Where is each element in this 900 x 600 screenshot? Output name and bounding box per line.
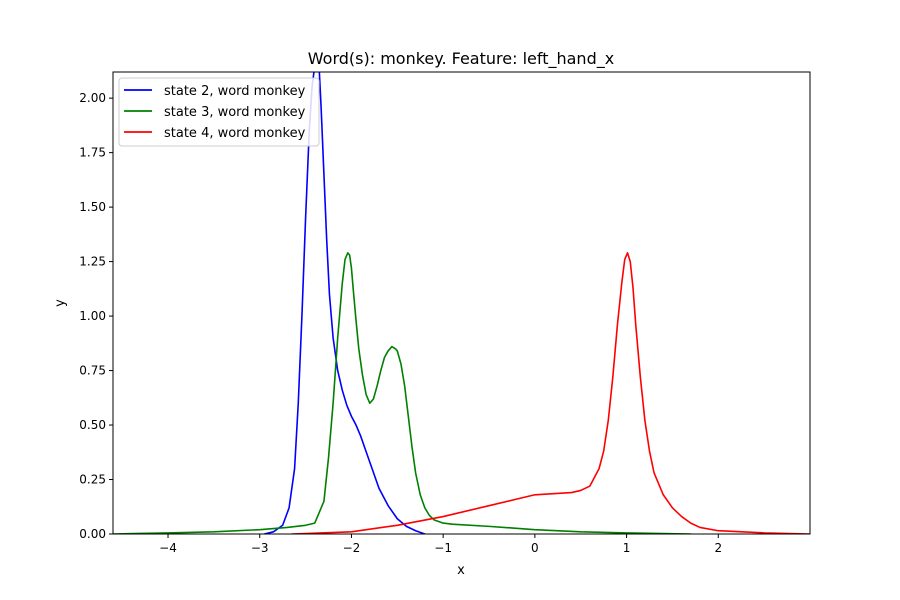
y-tick-label: 0.75 xyxy=(79,364,106,378)
legend-box xyxy=(118,77,320,147)
chart-title: Word(s): monkey. Feature: left_hand_x xyxy=(308,49,614,69)
y-tick-label: 0.50 xyxy=(79,418,106,432)
legend-label-3: state 3, word monkey xyxy=(164,105,306,120)
x-tick-label: −2 xyxy=(343,541,361,555)
series-line-2 xyxy=(263,72,426,534)
plot-border xyxy=(112,71,811,535)
plot-frame xyxy=(113,72,810,534)
legend-label-2: state 2, word monkey xyxy=(164,84,306,99)
y-axis-label: y xyxy=(53,299,68,307)
y-tick-label: 1.25 xyxy=(79,255,106,269)
plot-area xyxy=(112,71,811,535)
y-tick-label: 1.50 xyxy=(79,200,106,214)
y-tick-label: 2.00 xyxy=(79,91,106,105)
legend-label-4: state 4, word monkey xyxy=(164,126,306,141)
x-tick-label: 1 xyxy=(623,541,631,555)
y-tick-label: 0.25 xyxy=(79,473,106,487)
x-tick-label: −1 xyxy=(434,541,452,555)
y-tick-label: 0.00 xyxy=(79,527,106,541)
y-tick-label: 1.75 xyxy=(79,146,106,160)
series-line-3 xyxy=(113,252,692,534)
x-axis-label: x xyxy=(457,563,465,578)
x-tick-label: 2 xyxy=(714,541,722,555)
x-tick-label: −4 xyxy=(159,541,177,555)
y-axis: 0.00 0.25 0.50 0.75 1.00 1.25 1.50 1.75 2.00 xyxy=(79,91,113,541)
x-axis: −4 −3 −2 −1 0 1 2 xyxy=(159,534,722,555)
series-line-4 xyxy=(291,252,810,534)
y-tick-label: 1.00 xyxy=(79,309,106,323)
x-tick-label: 0 xyxy=(531,541,539,555)
x-tick-label: −3 xyxy=(251,541,269,555)
legend: state 2, word monkey state 3, word monkey… xyxy=(118,77,320,147)
